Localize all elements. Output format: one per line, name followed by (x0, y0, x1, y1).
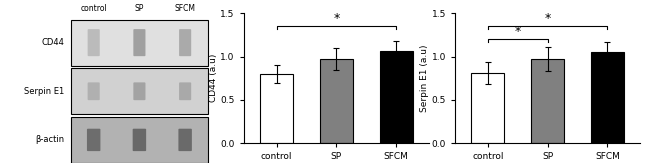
Text: CD44: CD44 (42, 38, 64, 47)
Bar (71, 68, 208, 114)
Text: SP: SP (135, 4, 144, 13)
Text: *: * (515, 25, 521, 38)
Bar (71, 117, 208, 163)
Bar (471, 73, 504, 143)
FancyBboxPatch shape (87, 129, 100, 151)
Bar (260, 74, 293, 143)
Bar (591, 52, 624, 143)
Text: SFCM: SFCM (175, 4, 196, 13)
FancyBboxPatch shape (178, 129, 192, 151)
FancyBboxPatch shape (88, 82, 99, 100)
FancyBboxPatch shape (133, 29, 146, 56)
FancyBboxPatch shape (88, 29, 99, 56)
Bar (320, 59, 353, 143)
Bar (71, 20, 208, 66)
Bar (531, 59, 564, 143)
Text: Serpin E1: Serpin E1 (25, 87, 64, 96)
Text: *: * (545, 12, 551, 25)
FancyBboxPatch shape (179, 29, 191, 56)
Text: *: * (333, 12, 339, 25)
Y-axis label: Serpin E1 (a.u): Serpin E1 (a.u) (420, 44, 429, 112)
FancyBboxPatch shape (179, 82, 191, 100)
FancyBboxPatch shape (133, 82, 146, 100)
Bar (380, 51, 413, 143)
Y-axis label: CD44 (a.u): CD44 (a.u) (209, 54, 218, 102)
Text: β-actin: β-actin (36, 135, 64, 144)
FancyBboxPatch shape (133, 129, 146, 151)
Text: control: control (81, 4, 107, 13)
